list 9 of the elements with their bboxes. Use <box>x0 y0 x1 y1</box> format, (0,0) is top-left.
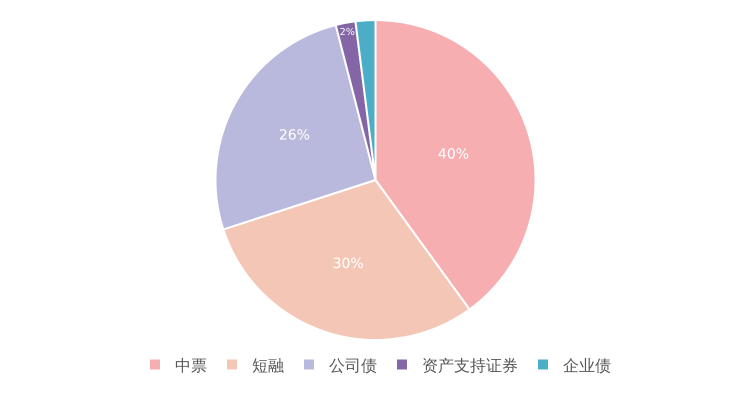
data-label: 2% <box>340 26 355 38</box>
data-label: 40% <box>438 146 470 163</box>
legend-label: 中票 <box>175 356 207 375</box>
legend-label: 企业债 <box>563 356 611 375</box>
data-label: 26% <box>278 127 310 144</box>
legend-label: 公司债 <box>329 356 377 375</box>
data-label: 30% <box>332 256 364 272</box>
legend-label: 短融 <box>252 356 284 375</box>
legend-label: 资产支持证券 <box>422 356 518 375</box>
